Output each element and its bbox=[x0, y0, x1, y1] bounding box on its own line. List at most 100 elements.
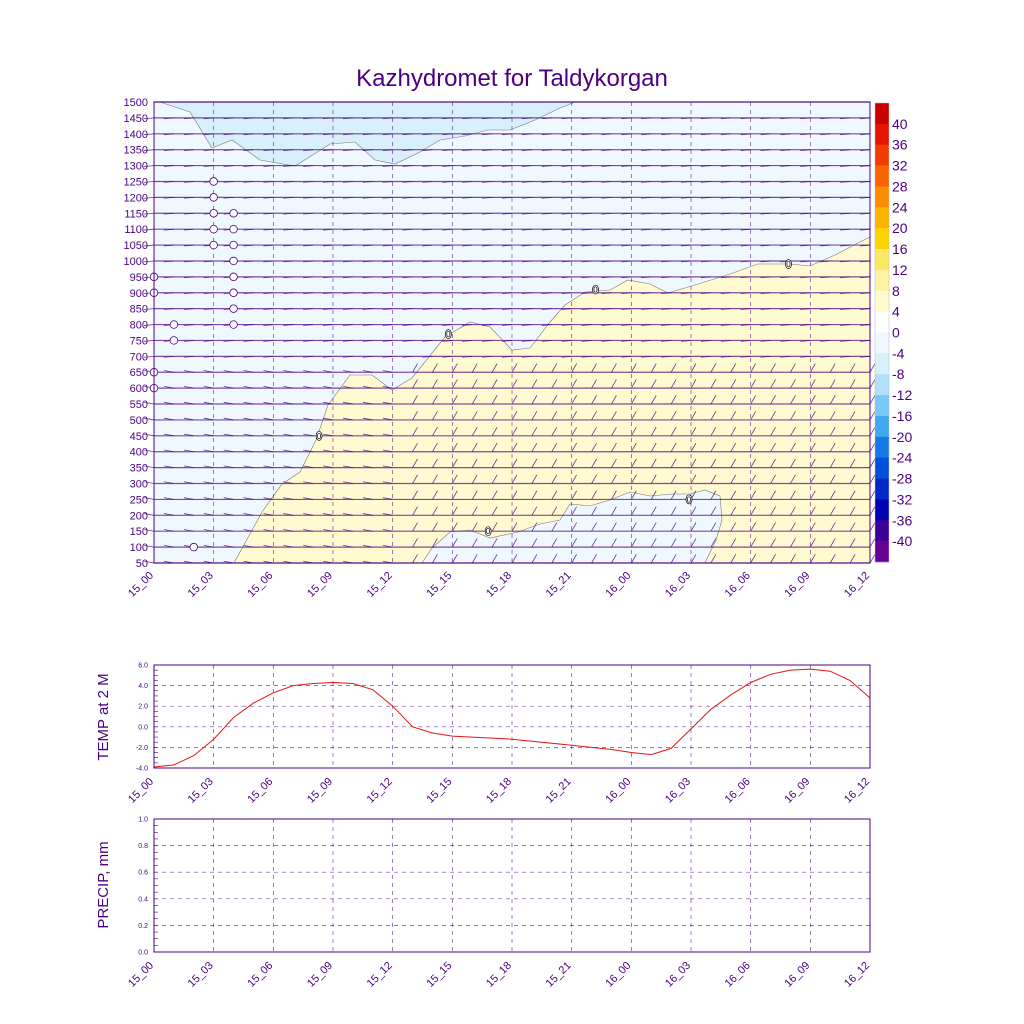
wind-barb bbox=[163, 497, 174, 500]
wind-barb bbox=[442, 117, 453, 120]
wind-barb bbox=[382, 149, 393, 151]
wind-barb bbox=[362, 417, 373, 421]
wind-barb bbox=[263, 244, 274, 247]
colorbar-swatch bbox=[875, 499, 889, 521]
wind-barb bbox=[422, 149, 433, 151]
wind-barb bbox=[820, 181, 831, 183]
wind-barb bbox=[700, 212, 711, 215]
wind-barb bbox=[869, 363, 876, 373]
wind-barb bbox=[860, 244, 871, 247]
colorbar-swatch bbox=[875, 415, 889, 438]
wind-barb bbox=[800, 260, 811, 263]
wind-barb bbox=[382, 292, 393, 295]
colorbar-label: 16 bbox=[892, 241, 908, 257]
wind-barb bbox=[163, 308, 174, 310]
wind-barb bbox=[303, 513, 314, 516]
wind-barb bbox=[432, 538, 438, 548]
wind-barb bbox=[710, 490, 717, 500]
colorbar-label: -28 bbox=[892, 471, 912, 487]
wind-barb bbox=[800, 149, 811, 151]
calm-marker bbox=[209, 240, 218, 250]
wind-barb bbox=[203, 401, 214, 405]
calm-marker bbox=[229, 224, 238, 234]
wind-barb bbox=[263, 417, 274, 421]
wind-barb bbox=[780, 212, 791, 215]
wind-barb bbox=[502, 324, 513, 326]
wind-barb bbox=[432, 442, 438, 452]
wind-barb bbox=[243, 308, 254, 310]
wind-barb bbox=[641, 260, 652, 263]
wind-barb bbox=[163, 117, 174, 120]
level-tick-label: 300 bbox=[130, 479, 148, 491]
wind-barb bbox=[303, 401, 314, 405]
wind-barb bbox=[541, 228, 552, 231]
wind-barb bbox=[283, 401, 294, 405]
calm-marker bbox=[229, 320, 238, 329]
wind-barb bbox=[402, 355, 413, 358]
wind-barb bbox=[303, 481, 314, 484]
wind-barb bbox=[243, 544, 254, 548]
wind-barb bbox=[760, 355, 771, 358]
wind-barb bbox=[760, 133, 771, 136]
wind-barb bbox=[482, 308, 493, 310]
wind-barb bbox=[770, 474, 776, 484]
wind-barb bbox=[144, 449, 155, 453]
wind-barb bbox=[860, 165, 871, 167]
temp-frame bbox=[153, 664, 871, 769]
wind-barb bbox=[829, 522, 836, 532]
wind-barb bbox=[382, 401, 393, 405]
wind-barb bbox=[641, 181, 652, 183]
wind-barb bbox=[432, 411, 438, 421]
wind-barb bbox=[144, 465, 155, 469]
zero-contour-labels: 0 0 0 0 0 0 bbox=[315, 259, 792, 536]
wind-barb bbox=[491, 474, 498, 484]
wind-barb bbox=[223, 133, 234, 136]
wind-barb bbox=[432, 363, 438, 373]
wind-barb bbox=[849, 458, 856, 468]
wind-barb bbox=[422, 165, 433, 167]
wind-barb bbox=[303, 276, 314, 279]
wind-barb bbox=[541, 165, 552, 167]
wind-barb bbox=[432, 506, 438, 516]
wind-barb bbox=[203, 355, 214, 358]
wind-barb bbox=[740, 292, 751, 295]
wind-barb bbox=[849, 490, 856, 500]
wind-barb bbox=[700, 308, 711, 310]
wind-barb bbox=[183, 401, 194, 405]
contour-label: 0 bbox=[687, 495, 692, 504]
wind-barb bbox=[432, 522, 438, 532]
wind-barb bbox=[790, 379, 796, 389]
wind-barb bbox=[690, 538, 697, 548]
wind-barb bbox=[650, 538, 657, 548]
wind-barb bbox=[163, 196, 174, 199]
wind-barb bbox=[303, 244, 314, 247]
wind-barb bbox=[402, 244, 413, 247]
wind-barb bbox=[730, 363, 737, 373]
wind-barb bbox=[491, 522, 498, 532]
wind-barb bbox=[611, 506, 617, 516]
wind-barb bbox=[561, 117, 572, 120]
precip-panel: 1.00.80.60.40.20.0 15_00 15_03 15_06 15_09 1… bbox=[95, 817, 872, 990]
wind-barb bbox=[342, 228, 353, 231]
wind-barb bbox=[710, 395, 717, 405]
wind-barb bbox=[611, 363, 617, 373]
wind-barb bbox=[630, 458, 637, 468]
wind-barb bbox=[412, 458, 418, 468]
colorbar-swatch bbox=[875, 144, 889, 166]
wind-barb bbox=[849, 426, 856, 437]
wind-barb bbox=[283, 212, 294, 215]
colorbar-frame bbox=[874, 102, 890, 563]
wind-barb bbox=[740, 149, 751, 151]
wind-barb bbox=[820, 324, 831, 326]
wind-barb bbox=[382, 449, 393, 453]
wind-barb bbox=[402, 228, 413, 231]
wind-barb bbox=[760, 276, 771, 279]
wind-barb bbox=[412, 395, 418, 405]
wind-barb bbox=[183, 465, 194, 469]
wind-barb bbox=[283, 244, 294, 247]
wind-barb bbox=[362, 386, 373, 389]
wind-barb bbox=[661, 355, 672, 358]
wind-barb bbox=[800, 292, 811, 295]
wind-barb bbox=[412, 426, 418, 437]
calm-marker bbox=[229, 288, 238, 297]
